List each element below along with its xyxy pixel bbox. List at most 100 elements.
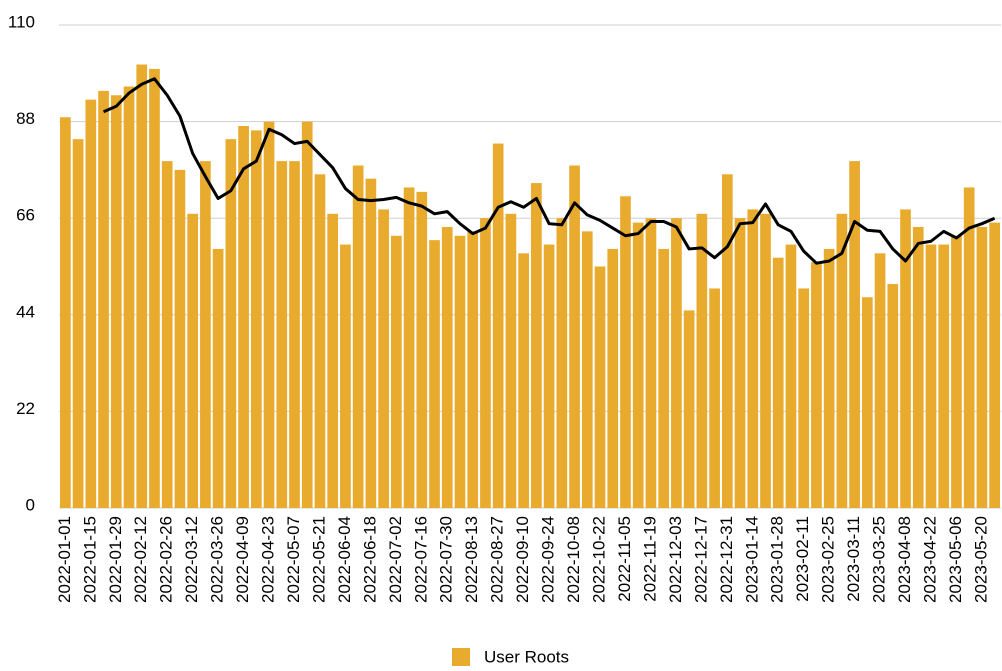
x-tick-label: 2022-12-31 xyxy=(717,516,736,603)
bar xyxy=(72,139,84,508)
bar xyxy=(212,248,224,508)
bar xyxy=(492,143,504,508)
bar xyxy=(989,222,1000,508)
bar xyxy=(772,257,784,508)
bar xyxy=(734,218,746,508)
x-tick-label: 2022-03-26 xyxy=(208,516,227,603)
bar xyxy=(671,218,682,508)
x-tick-label: 2023-04-22 xyxy=(920,516,939,603)
bar xyxy=(416,191,428,508)
y-tick-label: 44 xyxy=(16,302,35,321)
bar xyxy=(441,226,453,508)
x-tick-label: 2022-09-24 xyxy=(539,516,558,603)
bar xyxy=(429,240,440,508)
y-tick-label: 66 xyxy=(16,206,35,225)
bar xyxy=(518,253,529,508)
x-tick-label: 2022-05-21 xyxy=(309,516,328,603)
bar xyxy=(607,248,619,508)
bar xyxy=(925,244,937,508)
bar xyxy=(556,218,568,508)
bar xyxy=(747,209,759,508)
x-tick-label: 2022-10-08 xyxy=(564,516,583,603)
bar xyxy=(938,244,950,508)
bar xyxy=(378,209,389,508)
x-tick-label: 2022-11-19 xyxy=(640,516,659,602)
bar xyxy=(658,248,670,508)
x-tick-label: 2023-01-28 xyxy=(768,516,787,603)
bar xyxy=(505,213,517,509)
bar xyxy=(900,209,911,508)
bar xyxy=(200,161,211,509)
x-tick-label: 2022-10-22 xyxy=(589,516,608,603)
x-tick-label: 2022-04-09 xyxy=(233,516,252,603)
bar xyxy=(276,161,288,509)
y-tick-label: 110 xyxy=(8,12,35,31)
x-tick-label: 2023-03-11 xyxy=(844,516,863,602)
x-tick-label: 2022-03-12 xyxy=(182,516,201,603)
x-tick-label: 2023-02-25 xyxy=(819,516,838,603)
bar xyxy=(760,213,771,509)
x-tick-label: 2022-02-12 xyxy=(131,516,150,603)
bar xyxy=(696,213,708,509)
bar xyxy=(632,222,644,508)
bar xyxy=(836,213,848,509)
bar xyxy=(467,231,479,508)
bar xyxy=(136,64,148,508)
bar xyxy=(85,99,97,509)
bar xyxy=(581,231,593,508)
bar xyxy=(683,310,695,508)
x-tick-label: 2022-01-29 xyxy=(106,516,125,603)
trend-line xyxy=(102,77,996,265)
bar xyxy=(263,121,275,508)
bar xyxy=(823,248,835,508)
x-tick-label: 2023-03-25 xyxy=(870,516,889,603)
bar xyxy=(365,178,377,508)
y-tick-label: 0 xyxy=(26,495,35,514)
bar xyxy=(187,213,199,509)
bar xyxy=(454,235,466,508)
bar xyxy=(798,288,810,508)
x-tick-label: 2023-05-06 xyxy=(946,516,965,603)
y-tick-label: 88 xyxy=(16,109,35,128)
x-tick-label: 2022-04-23 xyxy=(259,516,278,603)
bar xyxy=(531,183,542,508)
bar xyxy=(238,125,249,508)
bar xyxy=(301,121,313,508)
bar xyxy=(110,95,122,508)
bar xyxy=(785,244,797,508)
bar xyxy=(327,213,339,509)
bar xyxy=(620,196,631,508)
x-tick-label: 2022-12-03 xyxy=(666,516,685,603)
bar xyxy=(721,174,733,509)
bar xyxy=(709,288,720,508)
bar xyxy=(352,165,364,508)
bar xyxy=(963,187,975,509)
x-tick-label: 2022-01-01 xyxy=(55,516,74,603)
bar xyxy=(480,218,491,508)
x-tick-label: 2022-07-16 xyxy=(411,516,430,603)
x-tick-label: 2022-07-30 xyxy=(437,516,456,603)
bar xyxy=(161,161,173,509)
x-tick-label: 2023-01-14 xyxy=(742,516,761,603)
bar xyxy=(314,174,326,509)
x-tick-label: 2022-09-10 xyxy=(513,516,532,603)
x-tick-label: 2022-06-04 xyxy=(335,516,354,603)
x-tick-label: 2022-06-18 xyxy=(360,516,379,603)
bar xyxy=(340,244,351,508)
bar xyxy=(123,86,135,509)
bar xyxy=(149,68,160,508)
y-tick-label: 22 xyxy=(16,399,35,418)
bar xyxy=(645,218,657,508)
bar xyxy=(98,90,109,508)
bar xyxy=(594,266,606,508)
bar xyxy=(951,235,962,508)
x-tick-label: 2023-04-08 xyxy=(895,516,914,603)
bar xyxy=(60,117,71,508)
bar xyxy=(250,130,262,508)
bar xyxy=(887,284,899,508)
bar xyxy=(543,244,555,508)
x-tick-label: 2023-02-11 xyxy=(793,516,812,602)
bar xyxy=(976,226,988,508)
bar xyxy=(174,169,186,508)
